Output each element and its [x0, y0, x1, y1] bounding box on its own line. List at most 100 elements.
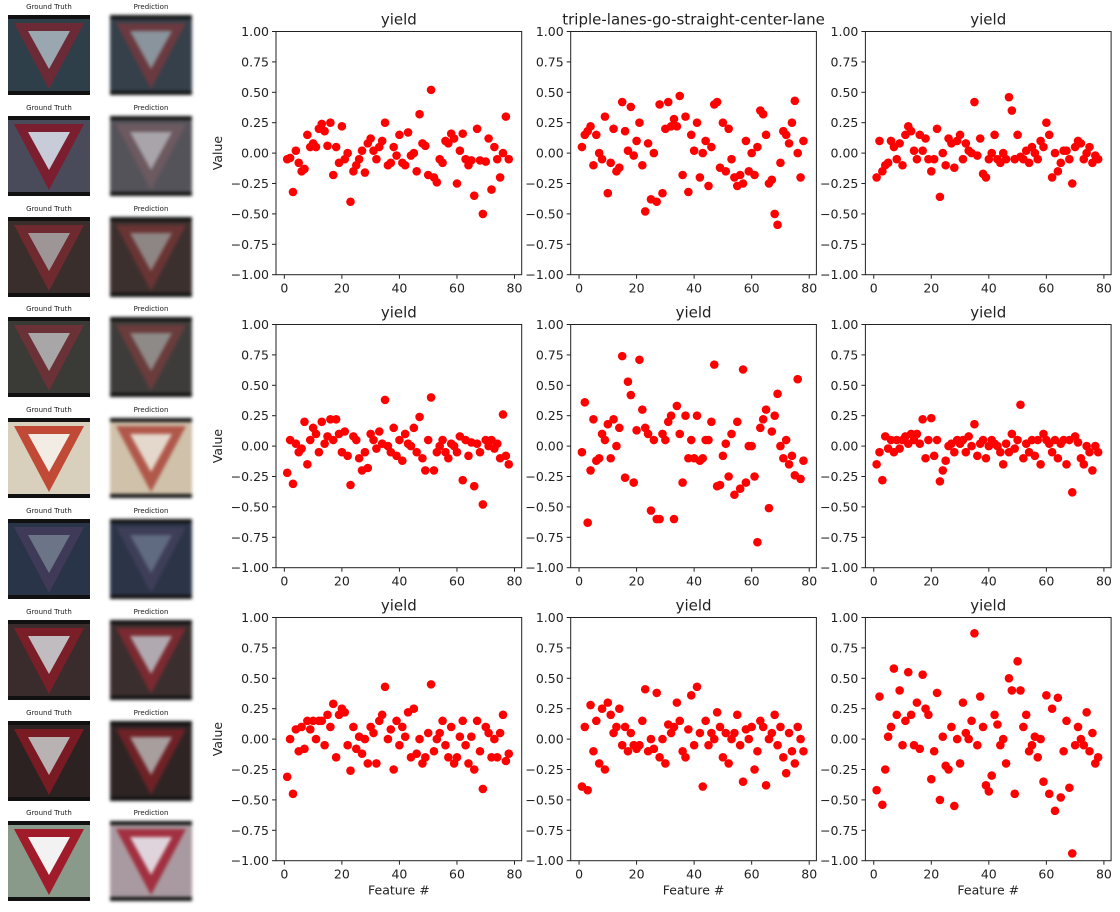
data-point	[712, 708, 722, 717]
data-point	[603, 188, 613, 198]
data-point	[606, 710, 615, 720]
data-point	[753, 537, 762, 547]
data-point	[1062, 460, 1071, 469]
data-point	[600, 765, 610, 774]
data-point	[872, 460, 881, 469]
data-point	[724, 124, 733, 134]
x-tick-label: 80	[1096, 574, 1112, 589]
data-point	[328, 170, 338, 180]
data-point	[698, 453, 708, 463]
y-tick-label: −0.25	[525, 176, 563, 191]
data-point	[1033, 154, 1043, 164]
data-point	[689, 740, 699, 750]
data-point	[735, 170, 745, 180]
data-point	[1062, 716, 1071, 726]
data-point	[444, 453, 453, 463]
data-point	[363, 463, 373, 473]
data-point	[701, 716, 710, 726]
data-point	[776, 441, 785, 451]
data-point	[929, 451, 939, 461]
data-point	[1088, 466, 1097, 475]
y-tick-label: −0.25	[820, 176, 858, 191]
scatter-plot-2: triple-lanes-go-straight-center-lane −1.0…	[525, 11, 824, 296]
ground-truth-image	[8, 720, 90, 801]
data-point	[793, 374, 802, 384]
data-point	[784, 139, 794, 148]
data-point	[915, 439, 925, 448]
data-point	[580, 398, 590, 407]
data-point	[326, 118, 335, 127]
data-point	[1082, 708, 1091, 717]
data-point	[392, 716, 401, 726]
data-point	[1079, 460, 1089, 469]
data-point	[655, 100, 664, 109]
ground-truth-label: Ground Truth	[26, 607, 72, 616]
data-point	[423, 728, 433, 738]
scatter-plot-4: yield −1.00 −0.75 −0.50 −0.25 0.00 0.25 0.50 0.7…	[210, 304, 523, 589]
data-point	[478, 500, 488, 509]
data-point	[704, 181, 713, 191]
data-point	[426, 393, 436, 402]
x-tick-label: 80	[507, 281, 523, 296]
data-point	[883, 158, 893, 168]
data-point	[970, 97, 979, 107]
data-point	[975, 134, 985, 143]
data-point	[718, 451, 728, 461]
x-tick-label: 0	[575, 574, 583, 589]
data-point	[661, 435, 670, 445]
data-point	[1047, 704, 1057, 713]
prediction-label: Prediction	[133, 809, 169, 818]
data-point	[492, 753, 502, 762]
data-point	[721, 167, 731, 176]
data-point	[360, 168, 370, 177]
data-point	[603, 698, 613, 707]
data-point	[589, 160, 598, 170]
x-tick-label: 20	[629, 574, 645, 589]
y-axis-label: Value	[210, 136, 225, 171]
y-tick-label: −0.50	[525, 206, 563, 221]
y-tick-label: −1.00	[231, 267, 269, 282]
data-point	[675, 716, 685, 726]
x-tick-label: 80	[507, 574, 523, 589]
data-point	[1053, 453, 1063, 463]
data-point	[779, 453, 788, 463]
data-point	[741, 136, 751, 146]
y-tick-label: −0.50	[231, 206, 269, 221]
y-tick-label: 0.75	[241, 347, 269, 362]
prediction-label: Prediction	[133, 507, 169, 515]
data-point	[984, 787, 994, 796]
data-point	[441, 740, 450, 750]
data-point	[655, 514, 664, 524]
data-point	[389, 423, 398, 433]
data-point	[372, 154, 381, 164]
data-point	[478, 209, 488, 219]
ground-truth-image	[8, 216, 90, 297]
data-point	[993, 720, 1002, 729]
data-point	[305, 435, 315, 445]
data-point	[944, 765, 953, 774]
y-tick-label: 0.75	[241, 640, 269, 655]
y-tick-label: 0.75	[831, 640, 859, 655]
data-point	[901, 716, 910, 726]
data-point	[1088, 728, 1097, 738]
data-point	[698, 148, 708, 158]
data-point	[484, 728, 493, 738]
data-point	[701, 136, 710, 146]
x-tick-label: 80	[801, 281, 817, 296]
y-tick-label: −0.25	[525, 469, 563, 484]
data-point	[707, 417, 716, 427]
data-point	[303, 460, 312, 469]
plot-title: yield	[381, 597, 417, 615]
data-point	[1062, 146, 1071, 155]
y-tick-label: 0.50	[831, 671, 859, 686]
data-point	[649, 148, 659, 158]
data-point	[285, 153, 295, 163]
data-point	[906, 710, 916, 720]
data-point	[880, 765, 890, 774]
data-point	[1067, 179, 1077, 188]
y-tick-label: −0.75	[820, 530, 858, 545]
data-point	[918, 146, 927, 155]
data-point	[909, 146, 919, 155]
y-tick-label: 0.25	[831, 408, 859, 423]
